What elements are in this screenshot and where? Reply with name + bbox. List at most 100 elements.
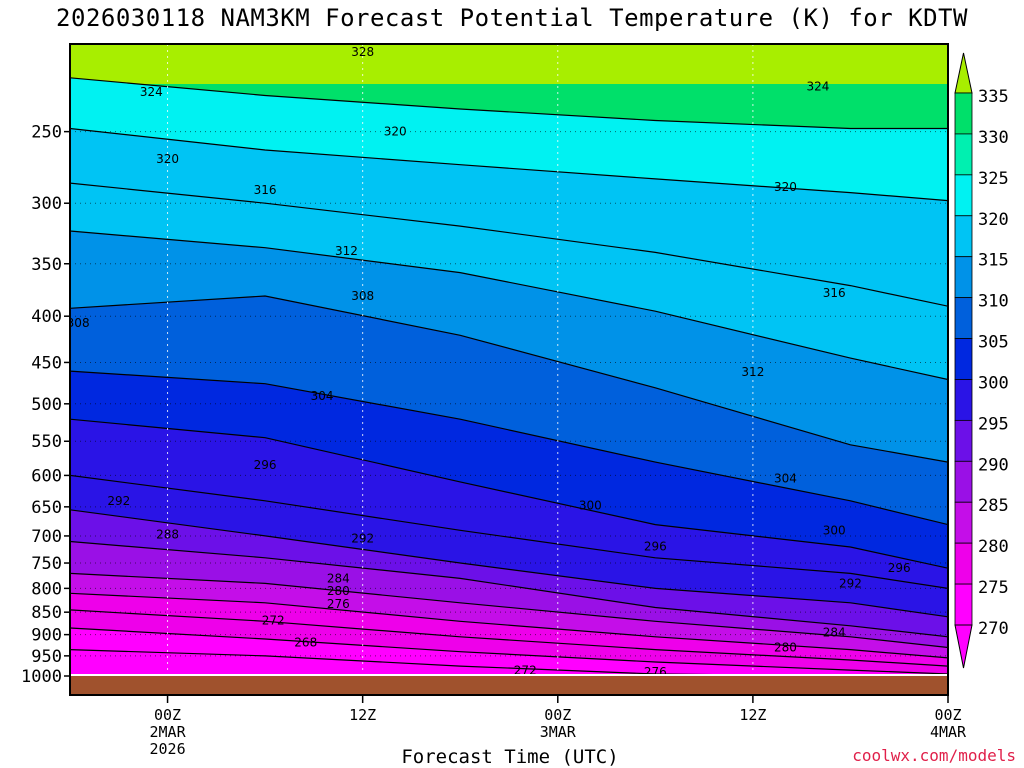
colorbar-label-310: 310: [978, 292, 1009, 312]
y-tick-label-1000: 1000: [21, 667, 62, 687]
contour-label-300: 300: [579, 499, 602, 513]
colorbar-swatch-330: [954, 92, 973, 135]
contour-label-312: 312: [741, 365, 764, 379]
contour-label-284: 284: [327, 571, 350, 585]
contour-label-292: 292: [107, 494, 130, 508]
x-tick-label-0-2: 2026: [149, 740, 185, 758]
x-tick-label-48-1: 4MAR: [930, 723, 967, 741]
colorbar-label-315: 315: [978, 251, 1009, 271]
colorbar-bottom-arrow: [954, 624, 973, 669]
colorbar-label-305: 305: [978, 333, 1009, 353]
contour-label-316: 316: [254, 183, 277, 197]
ground-surface: [70, 676, 948, 695]
colorbar-label-290: 290: [978, 455, 1009, 475]
contour-label-292: 292: [839, 576, 862, 590]
y-tick-label-450: 450: [31, 353, 62, 373]
colorbar-label-270: 270: [978, 619, 1009, 639]
contour-label-268: 268: [294, 635, 317, 649]
colorbar-swatch-305: [954, 297, 973, 339]
contour-label-304: 304: [311, 389, 334, 403]
contour-label-272: 272: [262, 613, 285, 627]
contour-308: [70, 295, 948, 463]
contour-label-296: 296: [888, 561, 911, 575]
y-tick-label-500: 500: [31, 395, 62, 415]
contour-label-328: 328: [351, 45, 374, 59]
colorbar-swatch-290: [954, 419, 973, 462]
contour-280: [70, 592, 948, 659]
contour-label-324: 324: [806, 80, 829, 94]
contour-292: [70, 509, 948, 618]
x-tick-label-12-0: 12Z: [349, 706, 376, 724]
contour-label-320: 320: [774, 180, 797, 194]
contour-label-316: 316: [823, 286, 846, 300]
y-tick-label-700: 700: [31, 527, 62, 547]
colorbar-label-325: 325: [978, 169, 1009, 189]
contour-296: [70, 474, 948, 589]
x-tick-label-0-0: 00Z: [154, 706, 181, 724]
colorbar-swatch-280: [954, 501, 973, 544]
colorbar-swatch-300: [954, 338, 973, 380]
y-tick-label-750: 750: [31, 554, 62, 574]
contour-label-296: 296: [254, 458, 277, 472]
y-tick-label-650: 650: [31, 498, 62, 518]
colorbar-label-285: 285: [978, 496, 1009, 516]
colorbar-swatch-320: [954, 174, 973, 217]
y-tick-label-350: 350: [31, 255, 62, 275]
x-tick-label-24-1: 3MAR: [540, 723, 577, 741]
contour-label-280: 280: [774, 641, 797, 655]
x-tick-label-0-1: 2MAR: [149, 723, 186, 741]
contour-label-288: 288: [156, 527, 179, 541]
colorbar-swatch-285: [954, 460, 973, 503]
contour-labels: 328 324 324 320 320 320 316 316 312 312 308 308 304 3…: [67, 45, 911, 679]
colorbar-top-arrow: [954, 52, 973, 94]
contour-324: [70, 77, 948, 130]
contour-label-284: 284: [823, 625, 846, 639]
contour-label-308: 308: [67, 316, 90, 330]
colorbar-swatch-325: [954, 133, 973, 176]
colorbar-label-300: 300: [978, 373, 1009, 393]
band-268: [70, 649, 656, 674]
contour-284: [70, 572, 948, 649]
colorbar: 335 330 325 320 315 310 305 300 295 290 285 280 275 2…: [954, 52, 1009, 669]
x-tick-label-24-0: 00Z: [544, 706, 571, 724]
colorbar-swatch-270: [954, 583, 973, 626]
contour-label-324: 324: [140, 85, 163, 99]
colorbar-label-295: 295: [978, 414, 1009, 434]
contour-316: [70, 182, 948, 307]
plot-frame: [69, 43, 949, 696]
colorbar-swatch-310: [954, 256, 973, 299]
colorbar-swatch-315: [954, 215, 973, 258]
y-tick-label-550: 550: [31, 432, 62, 452]
x-tick-label-36-0: 12Z: [739, 706, 766, 724]
colorbar-swatch-275: [954, 542, 973, 585]
y-tick-label-300: 300: [31, 194, 62, 214]
contour-label-320: 320: [384, 125, 407, 139]
contour-label-312: 312: [335, 244, 358, 258]
contour-300: [70, 418, 948, 569]
contour-label-276: 276: [327, 597, 350, 611]
contour-288: [70, 540, 948, 638]
contour-label-300: 300: [823, 523, 846, 537]
y-tick-label-950: 950: [31, 647, 62, 667]
credit-link[interactable]: coolwx.com/models: [852, 746, 1016, 765]
x-tick-label-48-0: 00Z: [934, 706, 961, 724]
colorbar-label-320: 320: [978, 210, 1009, 230]
band-335: [70, 44, 948, 84]
contour-label-272: 272: [514, 663, 537, 677]
contour-label-280: 280: [327, 584, 350, 598]
contour-label-320: 320: [156, 152, 179, 166]
contour-268: [70, 649, 714, 674]
contour-label-296: 296: [644, 539, 667, 553]
y-tick-label-800: 800: [31, 579, 62, 599]
contour-label-308: 308: [351, 289, 374, 303]
y-tick-label-850: 850: [31, 603, 62, 623]
colorbar-label-330: 330: [978, 128, 1009, 148]
colorbar-label-275: 275: [978, 578, 1009, 598]
colorbar-label-335: 335: [978, 87, 1009, 107]
contour-label-292: 292: [351, 532, 374, 546]
contour-label-276: 276: [644, 665, 667, 679]
contour-label-304: 304: [774, 472, 797, 486]
y-tick-label-250: 250: [31, 123, 62, 143]
